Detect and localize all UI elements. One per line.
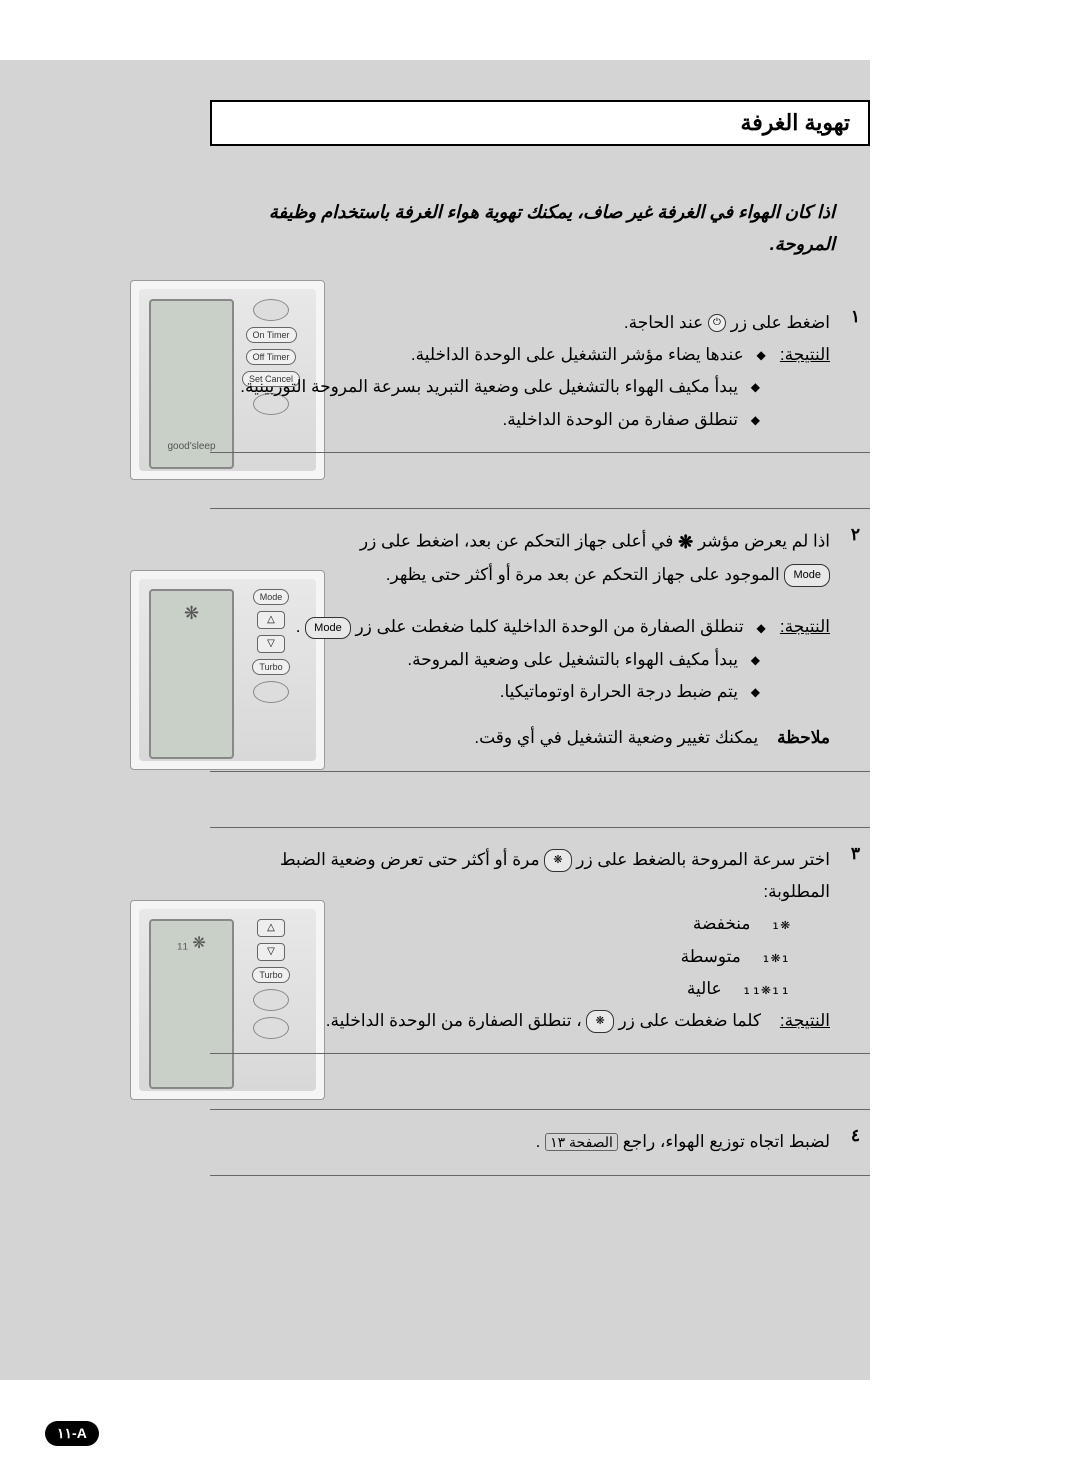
diamond-bullet: ◆ [756, 344, 765, 367]
step-2-text-a: اذا لم يعرض مؤشر [698, 532, 830, 551]
speed-low: منخفضة [693, 914, 751, 933]
step-3: ٣ اختر سرعة المروحة بالضغط على زر ❋ مرة … [210, 827, 870, 1055]
fan-high-icon: ₁₁❋₁₁ [742, 974, 790, 1004]
result-label-3: النتيجة: [780, 1011, 830, 1030]
step-1: ١ اضغط على زر ⏻ عند الحاجة. النتيجة: ◆ ع… [210, 291, 870, 453]
step-2-result-1a: تنطلق الصفارة من الوحدة الداخلية كلما ضغ… [355, 617, 743, 636]
page-title-box: تهوية الغرفة [210, 100, 870, 146]
power-icon: ⏻ [708, 314, 726, 332]
step-3-result-b: ، تنطلق الصفارة من الوحدة الداخلية. [326, 1011, 582, 1030]
step-2-result-1b: . [296, 617, 301, 636]
diamond-bullet: ◆ [751, 649, 760, 672]
fan-speed-button-inline-2: ❋ [586, 1010, 613, 1033]
speed-high: عالية [687, 979, 722, 998]
note-text: يمكنك تغيير وضعية التشغيل في أي وقت. [474, 728, 758, 747]
mode-button-inline: Mode [784, 564, 830, 587]
diamond-bullet: ◆ [751, 409, 760, 432]
diamond-bullet: ◆ [756, 617, 765, 640]
fan-speed-button-inline: ❋ [544, 849, 571, 872]
result-label-1: النتيجة: [780, 345, 830, 364]
intro-paragraph: اذا كان الهواء في الغرفة غير صاف، يمكنك … [210, 196, 870, 261]
fan-med-icon: ₁❋₁ [761, 942, 790, 972]
step-1-text-a: اضغط على زر [731, 313, 830, 332]
step-4-number: ٤ [851, 1126, 860, 1146]
step-2-number: ٢ [851, 525, 860, 545]
fan-icon: ❋ [678, 525, 693, 559]
step-3-result-a: كلما ضغطت على زر [618, 1011, 761, 1030]
mode-button-inline-2: Mode [305, 617, 351, 640]
fan-low-icon: ❋₁ [771, 909, 790, 939]
step-2-line2: الموجود على جهاز التحكم عن بعد مرة أو أك… [386, 565, 780, 584]
note-label: ملاحظة [777, 728, 830, 747]
step-2-result-3: يتم ضبط درجة الحرارة اوتوماتيكيا. [500, 682, 738, 701]
result-label-2: النتيجة: [780, 617, 830, 636]
step-4-text-a: لضبط اتجاه توزيع الهواء، راجع [623, 1132, 830, 1151]
step-1-result-3: تنطلق صفارة من الوحدة الداخلية. [502, 410, 738, 429]
step-4-text-b: . [536, 1132, 541, 1151]
step-1-text-b: عند الحاجة. [624, 313, 703, 332]
page-title: تهوية الغرفة [230, 110, 850, 136]
diamond-bullet: ◆ [751, 681, 760, 704]
step-2: ٢ اذا لم يعرض مؤشر ❋ في أعلى جهاز التحكم… [210, 508, 870, 772]
step-2-text-b: في أعلى جهاز التحكم عن بعد، اضغط على زر [360, 532, 673, 551]
step-1-number: ١ [851, 307, 860, 327]
step-4: ٤ لضبط اتجاه توزيع الهواء، راجع الصفحة ١… [210, 1109, 870, 1175]
step-3-text-a: اختر سرعة المروحة بالضغط على زر [576, 850, 830, 869]
step-1-result-2: يبدأ مكيف الهواء بالتشغيل على وضعية التب… [240, 377, 738, 396]
page-reference: الصفحة ١٣ [545, 1133, 618, 1151]
speed-med: متوسطة [681, 947, 741, 966]
step-2-result-2: يبدأ مكيف الهواء بالتشغيل على وضعية المر… [407, 650, 738, 669]
page-number-badge: A-١١ [45, 1421, 99, 1446]
step-3-number: ٣ [851, 844, 860, 864]
step-1-result-1: عندها يضاء مؤشر التشغيل على الوحدة الداخ… [411, 345, 744, 364]
diamond-bullet: ◆ [751, 376, 760, 399]
